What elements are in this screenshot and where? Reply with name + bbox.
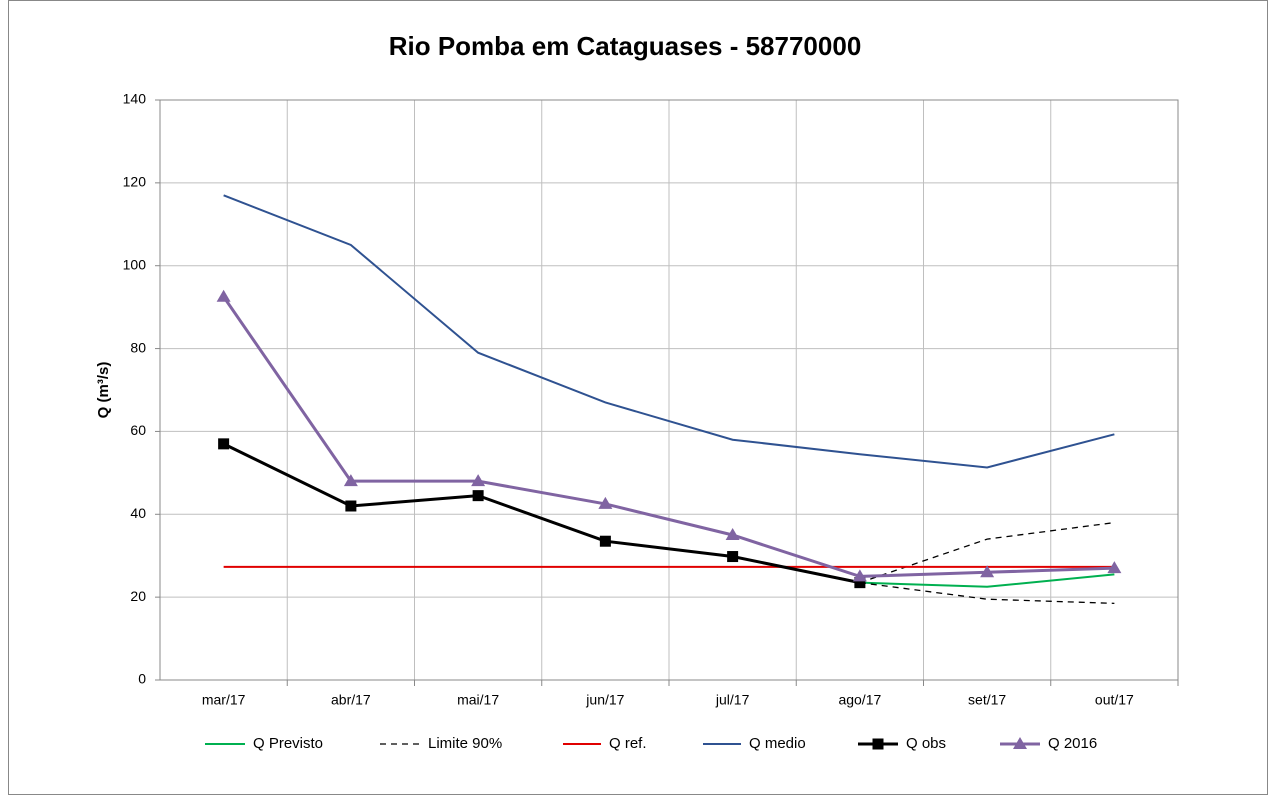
marker: [599, 535, 611, 547]
y-tick-label: 20: [130, 588, 146, 604]
y-tick-label: 80: [130, 339, 146, 355]
x-tick-label: jul/17: [715, 692, 750, 708]
series-line: [222, 442, 861, 585]
chart-frame: [8, 0, 1268, 795]
x-tick-label: abr/17: [331, 692, 371, 708]
x-tick-label: jun/17: [585, 692, 624, 708]
chart-title: Rio Pomba em Cataguases - 58770000: [389, 31, 862, 61]
marker: [725, 528, 740, 540]
x-tick-label: mai/17: [457, 692, 499, 708]
legend-label: Q obs: [906, 735, 946, 752]
marker: [218, 438, 230, 450]
y-tick-label: 120: [123, 174, 147, 190]
y-axis-label: Q (m³/s): [95, 362, 112, 419]
marker: [872, 738, 884, 750]
y-tick-label: 0: [138, 671, 146, 687]
x-tick-label: set/17: [968, 692, 1006, 708]
series-line: [859, 521, 1115, 584]
marker: [1107, 561, 1122, 574]
series-line: [859, 573, 1115, 588]
marker: [216, 289, 231, 302]
series-line: [223, 194, 1115, 469]
marker: [345, 500, 357, 512]
y-tick-label: 60: [130, 422, 146, 438]
marker: [598, 496, 613, 509]
legend-label: Q ref.: [609, 735, 647, 752]
x-tick-label: mar/17: [202, 692, 246, 708]
series-line: [859, 581, 1115, 605]
legend-label: Q 2016: [1048, 735, 1097, 752]
marker: [471, 474, 486, 487]
legend-label: Q Previsto: [253, 735, 323, 752]
marker: [727, 551, 739, 563]
y-tick-label: 100: [123, 256, 147, 272]
marker: [472, 490, 484, 502]
legend-label: Limite 90%: [428, 735, 502, 752]
legend-label: Q medio: [749, 735, 806, 752]
y-tick-label: 140: [123, 91, 147, 107]
marker: [1013, 737, 1027, 749]
marker: [852, 569, 867, 582]
marker: [980, 565, 995, 578]
marker: [343, 474, 358, 487]
x-tick-label: out/17: [1095, 692, 1134, 708]
x-tick-label: ago/17: [838, 692, 881, 708]
marker: [854, 577, 866, 589]
y-tick-label: 40: [130, 505, 146, 521]
series-line: [222, 295, 1115, 578]
